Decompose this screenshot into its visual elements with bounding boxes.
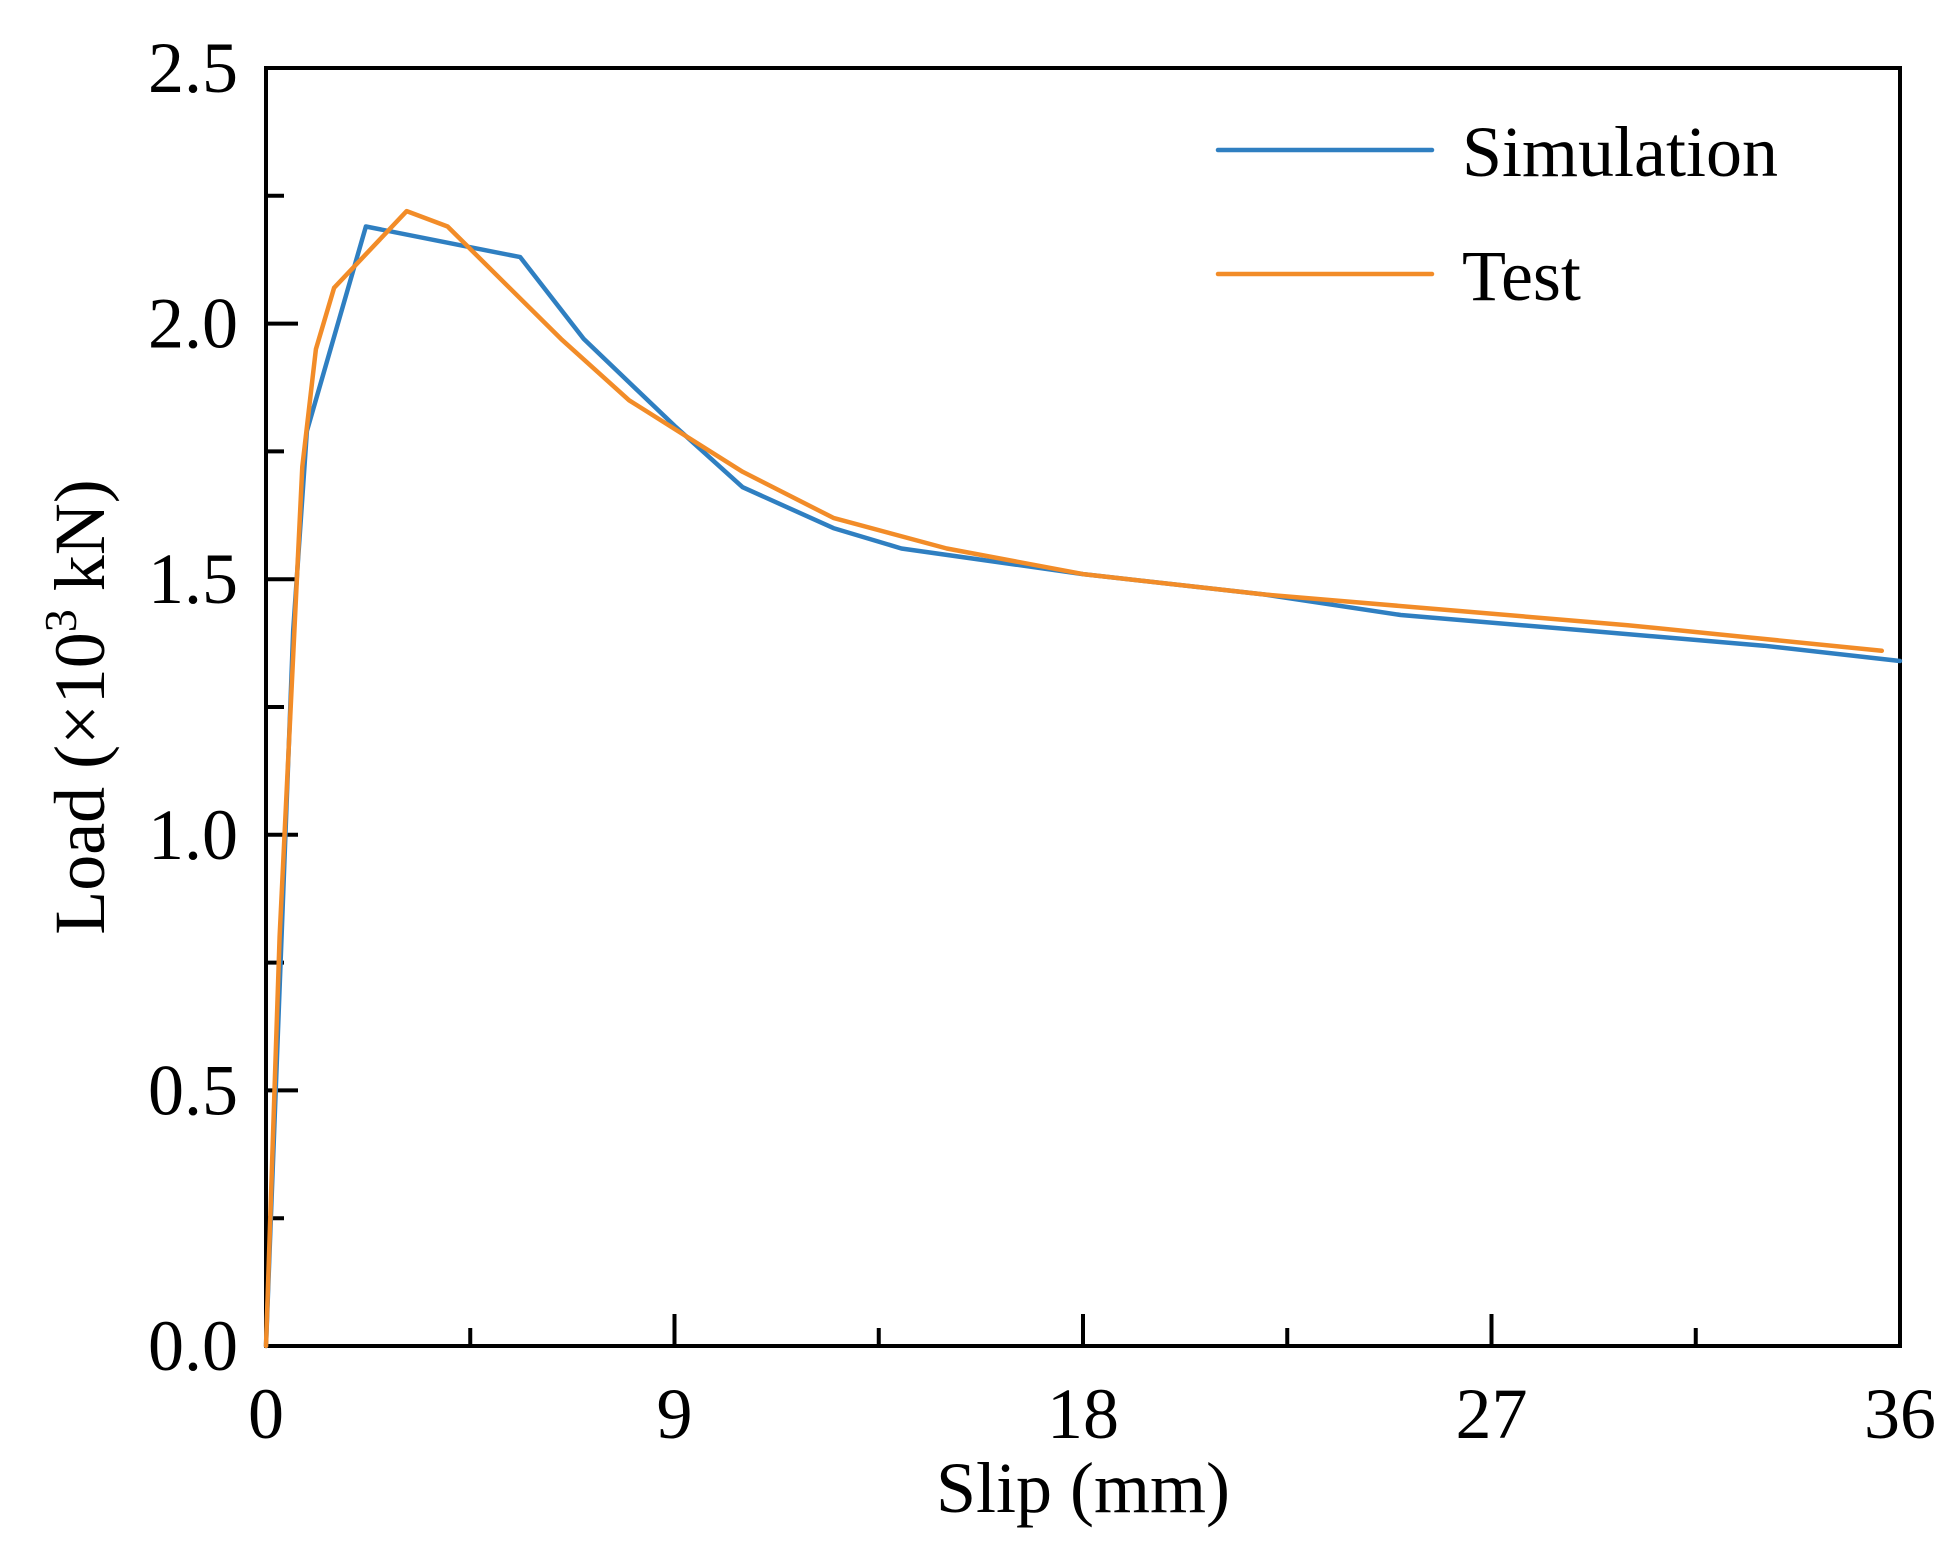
y-axis-title-main: Load (×10 — [40, 632, 120, 935]
legend-label-simulation: Simulation — [1462, 112, 1778, 192]
y-axis-tick-labels: 0.0 0.5 1.0 1.5 2.0 2.5 — [148, 28, 238, 1386]
x-tick-label: 0 — [248, 1374, 284, 1454]
series-line-simulation — [263, 224, 1903, 1349]
x-axis-tick-labels: 0 9 18 27 36 — [248, 1374, 1936, 1454]
y-tick-label: 1.0 — [148, 795, 238, 875]
y-tick-label: 2.0 — [148, 284, 238, 364]
x-tick-label: 18 — [1047, 1374, 1119, 1454]
x-axis-title: Slip (mm) — [936, 1448, 1230, 1528]
y-tick-label: 2.5 — [148, 28, 238, 108]
legend-label-test: Test — [1462, 236, 1581, 316]
legend: Simulation Test — [1215, 112, 1778, 316]
y-tick-label: 0.5 — [148, 1050, 238, 1130]
series-lines — [263, 208, 1903, 1349]
y-axis-title-superscript: 3 — [35, 609, 86, 632]
x-tick-label: 9 — [657, 1374, 693, 1454]
x-tick-label: 36 — [1864, 1374, 1936, 1454]
y-tick-label: 0.0 — [148, 1306, 238, 1386]
x-tick-label: 27 — [1456, 1374, 1528, 1454]
y-tick-label: 1.5 — [148, 539, 238, 619]
y-axis-title-unit: kN) — [40, 479, 120, 609]
series-line-test — [263, 208, 1885, 1349]
y-axis-title: Load (×103 kN) — [35, 479, 120, 935]
